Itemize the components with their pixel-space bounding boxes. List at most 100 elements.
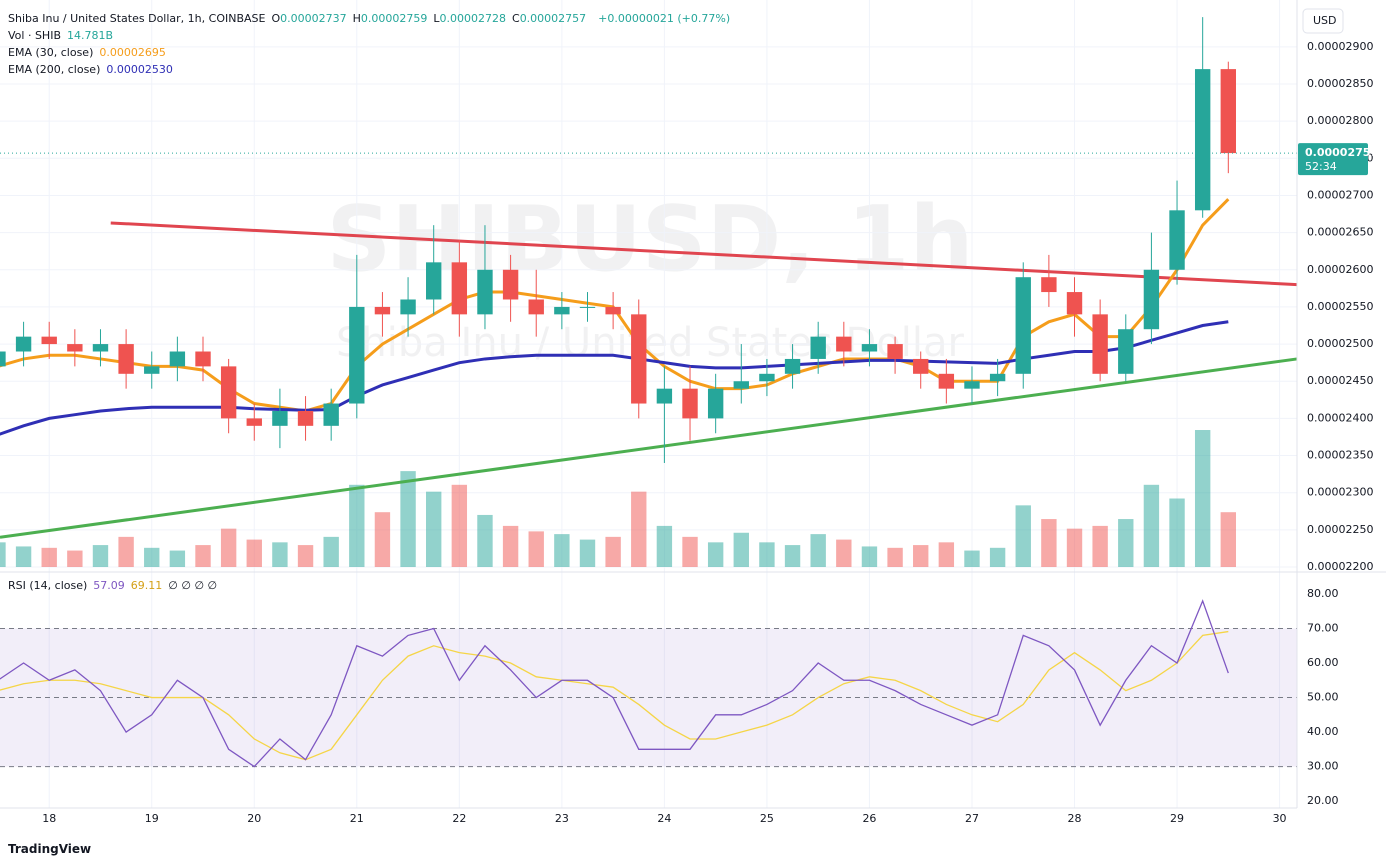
volume-bar — [836, 539, 852, 567]
x-tick-label: 19 — [145, 812, 159, 825]
candle-body — [15, 336, 32, 352]
candle-body — [349, 306, 365, 404]
y-tick-label: 0.00002400 — [1307, 411, 1373, 424]
rsi-line — [0, 599, 1229, 768]
candle-body — [323, 403, 339, 426]
candle-body — [938, 373, 955, 389]
volume-bar — [426, 491, 442, 567]
ohlc-value: 0.00002757 — [519, 12, 587, 25]
candle-body — [1220, 69, 1236, 154]
candle-body — [1118, 329, 1134, 374]
volume-bar — [246, 539, 262, 567]
volume-bar — [913, 545, 929, 567]
candle-body — [554, 306, 570, 315]
volume-bar — [1118, 519, 1134, 567]
candle-body — [861, 344, 878, 352]
volume-bar — [323, 536, 339, 567]
branding[interactable]: TradingView — [8, 842, 92, 856]
candle-body — [1015, 277, 1031, 374]
symbol: Shiba Inu / United States Dollar, 1h, CO… — [8, 12, 266, 25]
indicator-value: 14.781B — [67, 29, 114, 42]
candle-body — [707, 388, 724, 419]
volume-bar — [1092, 525, 1108, 567]
y-tick-label: 0.00002900 — [1307, 40, 1373, 53]
volume-bar — [579, 539, 596, 567]
candle-body — [579, 306, 596, 308]
candle-body — [246, 418, 262, 426]
candle-body — [195, 351, 211, 367]
trendline — [0, 357, 1298, 539]
indicator-name: EMA (200, close) — [8, 63, 101, 76]
candle-body — [528, 299, 544, 315]
rsi-value: 57.09 — [93, 579, 125, 592]
candle-body — [426, 262, 442, 300]
volume-bar — [682, 536, 698, 567]
volume-bar — [554, 534, 570, 567]
candle-body — [810, 336, 826, 359]
candle-body — [92, 344, 109, 352]
x-tick-label: 30 — [1273, 812, 1287, 825]
candle-body — [964, 381, 980, 389]
legend-row: EMA (30, close) 0.00002695 — [8, 44, 179, 61]
volume-bar — [1194, 430, 1211, 567]
y-tick-label: 0.00002800 — [1307, 114, 1373, 127]
volume-bar — [15, 546, 32, 567]
currency-box[interactable] — [1302, 8, 1344, 34]
x-tick-label: 18 — [42, 812, 56, 825]
x-tick-label: 22 — [452, 812, 466, 825]
volume-bar — [41, 547, 57, 567]
x-tick-label: 24 — [657, 812, 671, 825]
volume-bar — [451, 484, 468, 567]
indicator-legend: Vol · SHIB 14.781B EMA (30, close) 0.000026… — [8, 27, 179, 78]
candle-body — [272, 410, 288, 426]
volume-bar — [784, 545, 801, 567]
y-tick-label: 0.00002650 — [1307, 226, 1373, 239]
ohlc: O0.00002737 H0.00002759 L0.00002728 C0.0000… — [271, 12, 592, 25]
volume-bar — [118, 536, 134, 567]
volume-bar — [1169, 498, 1185, 567]
volume-bar — [605, 536, 621, 567]
indicator-name: EMA (30, close) — [8, 46, 94, 59]
y-tick-label: 30.00 — [1307, 760, 1339, 773]
volume-bar — [374, 512, 391, 567]
volume-bar — [0, 542, 6, 567]
y-tick-label: 70.00 — [1307, 622, 1339, 635]
ohlc-key: C — [512, 12, 520, 25]
candle-body — [605, 306, 621, 315]
layer — [0, 0, 1298, 808]
candle-body — [400, 299, 416, 315]
candle-body — [374, 306, 391, 315]
volume-bar — [887, 547, 903, 567]
volume-bar — [528, 531, 544, 567]
volume-bar — [733, 532, 749, 567]
rsi-extra: ∅ ∅ ∅ ∅ — [168, 579, 218, 592]
currency[interactable]: USD — [1313, 14, 1337, 27]
volume-bar — [1041, 519, 1057, 567]
candle-body — [1194, 69, 1211, 211]
candle-body — [1143, 269, 1160, 330]
volume-bar — [938, 542, 955, 567]
volume-bar — [195, 545, 211, 567]
x-tick-label: 26 — [862, 812, 876, 825]
x-tick-label: 20 — [247, 812, 261, 825]
volume-bar — [656, 525, 673, 567]
candle-body — [477, 269, 493, 315]
x-tick-label: 28 — [1068, 812, 1082, 825]
candle-body — [169, 351, 186, 367]
candle-body — [682, 388, 698, 419]
candle-body — [759, 373, 775, 382]
rsi-title: RSI (14, close) — [8, 579, 88, 592]
candle-body — [0, 351, 6, 367]
y-tick-label: 0.00002250 — [1307, 523, 1373, 536]
legend-main: Shiba Inu / United States Dollar, 1h, CO… — [8, 10, 736, 27]
ohlc-value: 0.00002759 — [360, 12, 428, 25]
x-tick-label: 25 — [760, 812, 774, 825]
candle-body — [913, 358, 929, 374]
candle-body — [451, 262, 468, 315]
y-tick-label: 0.00002700 — [1307, 188, 1373, 201]
volume-bar — [297, 545, 314, 567]
volume-bar — [631, 491, 647, 567]
y-tick-label: 0.00002600 — [1307, 263, 1373, 276]
